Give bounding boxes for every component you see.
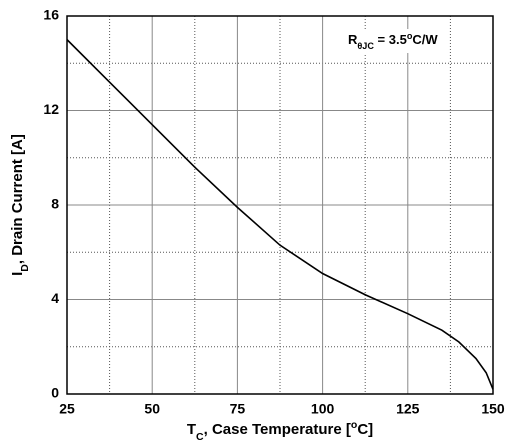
y-axis-label: ID, Drain Current [A] — [9, 134, 31, 276]
annotation-box — [345, 29, 442, 53]
x-tick-label: 25 — [59, 401, 75, 417]
annotation-part: C/W — [412, 32, 438, 47]
y-tick-label: 16 — [43, 7, 59, 23]
y-axis-label-part: I — [9, 272, 26, 276]
plot-frame — [66, 15, 494, 395]
annotation-part: = 3.5 — [374, 32, 407, 47]
data-line — [66, 39, 494, 390]
x-axis-label-part: C] — [357, 421, 373, 438]
annotation: RθJC = 3.5oC/W — [348, 31, 438, 51]
x-axis-label-part: C — [196, 431, 204, 443]
y-tick-label: 12 — [43, 101, 59, 117]
x-tick-label: 100 — [311, 401, 335, 417]
y-axis-label-part: , Drain Current [A] — [9, 134, 26, 264]
y-tick-label: 0 — [51, 385, 59, 401]
y-axis-label-part: D — [19, 264, 31, 272]
annotation-part: R — [348, 32, 358, 47]
x-tick-label: 150 — [481, 401, 505, 417]
x-tick-label: 75 — [230, 401, 246, 417]
x-axis-label-part: T — [187, 421, 196, 438]
annotation-part: θJC — [357, 41, 374, 51]
x-axis-label: TC, Case Temperature [oC] — [187, 419, 373, 443]
x-tick-label: 50 — [144, 401, 160, 417]
x-tick-label: 125 — [396, 401, 420, 417]
x-axis-label-part: o — [351, 419, 357, 431]
y-tick-label: 4 — [51, 290, 59, 306]
annotation-part: o — [407, 31, 413, 41]
x-axis-label-part: , Case Temperature [ — [204, 421, 351, 438]
y-tick-label: 8 — [51, 196, 59, 212]
